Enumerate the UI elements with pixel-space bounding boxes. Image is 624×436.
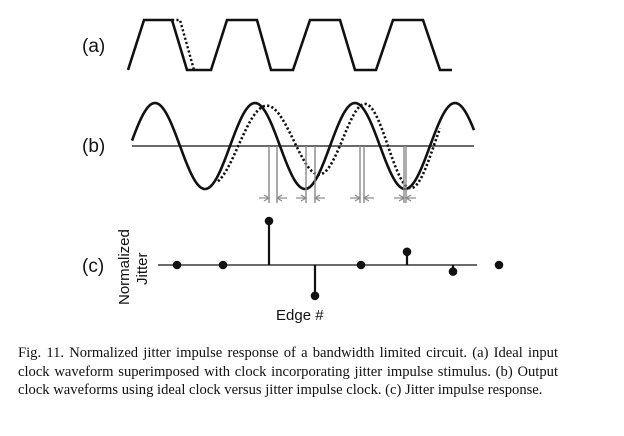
edge-markers <box>268 146 407 203</box>
stem-point-8 <box>494 260 504 270</box>
y-axis-label-line1: Normalized <box>116 229 133 305</box>
stem-point-1 <box>172 260 182 270</box>
panel-a-label: (a) <box>82 36 105 57</box>
panel-c-label: (c) <box>82 256 104 277</box>
stem-series <box>172 216 504 301</box>
y-axis-label-line2: Jitter <box>134 252 151 285</box>
ideal-input-clock <box>126 18 452 72</box>
stem-point-4 <box>310 291 320 301</box>
panel-a-waveforms <box>126 18 452 72</box>
jitter-arrows <box>259 194 416 202</box>
stem-point-5 <box>356 260 366 270</box>
stem-point-3 <box>264 216 274 226</box>
ideal-output-waveform <box>130 101 476 191</box>
panel-c-chart: Normalized Jitter Edge # <box>116 216 504 324</box>
x-axis-label: Edge # <box>276 307 324 324</box>
panel-b-waveforms <box>130 101 476 203</box>
stem-point-7 <box>448 267 458 276</box>
jitter-output-dotted-waveform <box>217 102 442 190</box>
stem-point-2 <box>218 260 228 270</box>
figure-caption: Fig. 11. Normalized jitter impulse respo… <box>18 345 558 398</box>
stem-point-6 <box>402 247 412 257</box>
panel-b-label: (b) <box>82 136 105 157</box>
